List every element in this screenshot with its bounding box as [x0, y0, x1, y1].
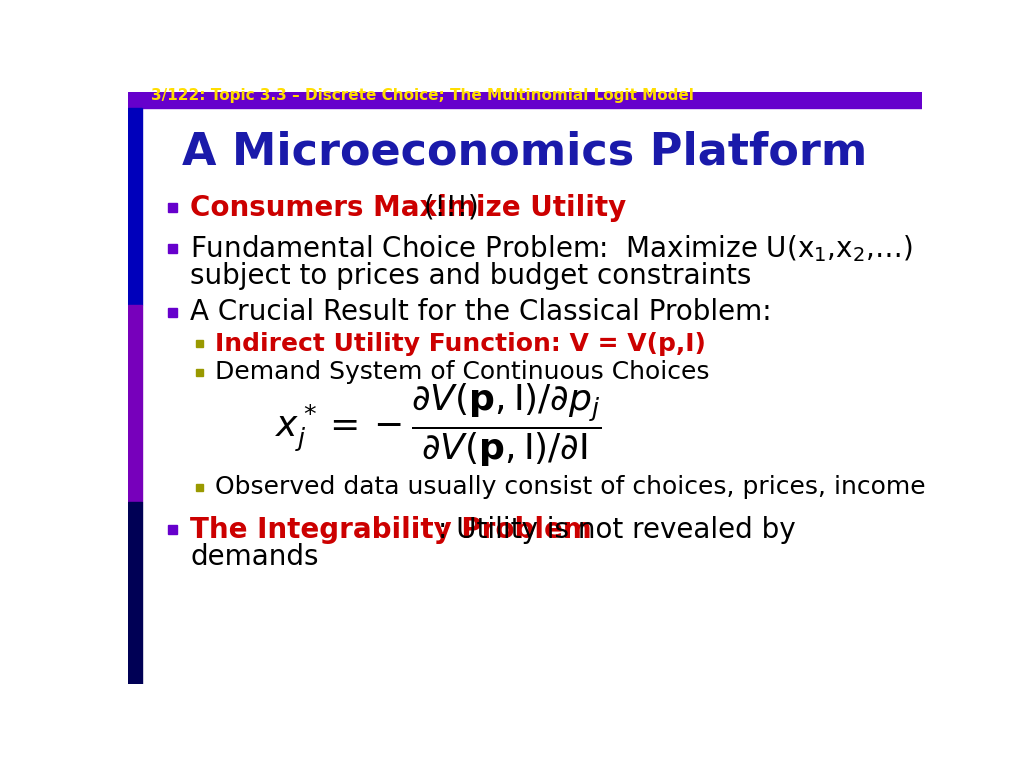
- Text: A Crucial Result for the Classical Problem:: A Crucial Result for the Classical Probl…: [190, 299, 772, 326]
- Bar: [197, 369, 203, 376]
- Bar: [168, 525, 177, 534]
- Bar: [128, 92, 922, 108]
- Bar: [128, 305, 142, 502]
- Text: Demand System of Continuous Choices: Demand System of Continuous Choices: [215, 360, 710, 385]
- Text: Fundamental Choice Problem:  Maximize U(x$_1$,x$_2$,…): Fundamental Choice Problem: Maximize U(x…: [190, 233, 912, 264]
- Bar: [128, 502, 142, 684]
- Text: (!!!): (!!!): [415, 194, 478, 222]
- Text: Indirect Utility Function: V = V(p,I): Indirect Utility Function: V = V(p,I): [215, 332, 706, 356]
- Bar: [128, 108, 142, 305]
- Text: Consumers Maximize Utility: Consumers Maximize Utility: [190, 194, 627, 222]
- Text: Observed data usually consist of choices, prices, income: Observed data usually consist of choices…: [215, 475, 926, 499]
- Text: demands: demands: [190, 543, 318, 571]
- Text: The Integrability Problem: The Integrability Problem: [190, 515, 592, 544]
- Text: subject to prices and budget constraints: subject to prices and budget constraints: [190, 262, 752, 290]
- Bar: [168, 204, 177, 212]
- Text: : Utility is not revealed by: : Utility is not revealed by: [438, 515, 796, 544]
- Bar: [168, 308, 177, 316]
- Text: A Microeconomics Platform: A Microeconomics Platform: [182, 131, 867, 174]
- Text: $x_j^* = -\dfrac{\partial V(\mathbf{p},\mathrm{I})/\partial p_j}{\partial V(\mat: $x_j^* = -\dfrac{\partial V(\mathbf{p},\…: [274, 382, 601, 469]
- Bar: [197, 484, 203, 491]
- Bar: [168, 244, 177, 253]
- Bar: [197, 340, 203, 347]
- Text: 3/122: Topic 3.3 – Discrete Choice; The Multinomial Logit Model: 3/122: Topic 3.3 – Discrete Choice; The …: [152, 88, 694, 103]
